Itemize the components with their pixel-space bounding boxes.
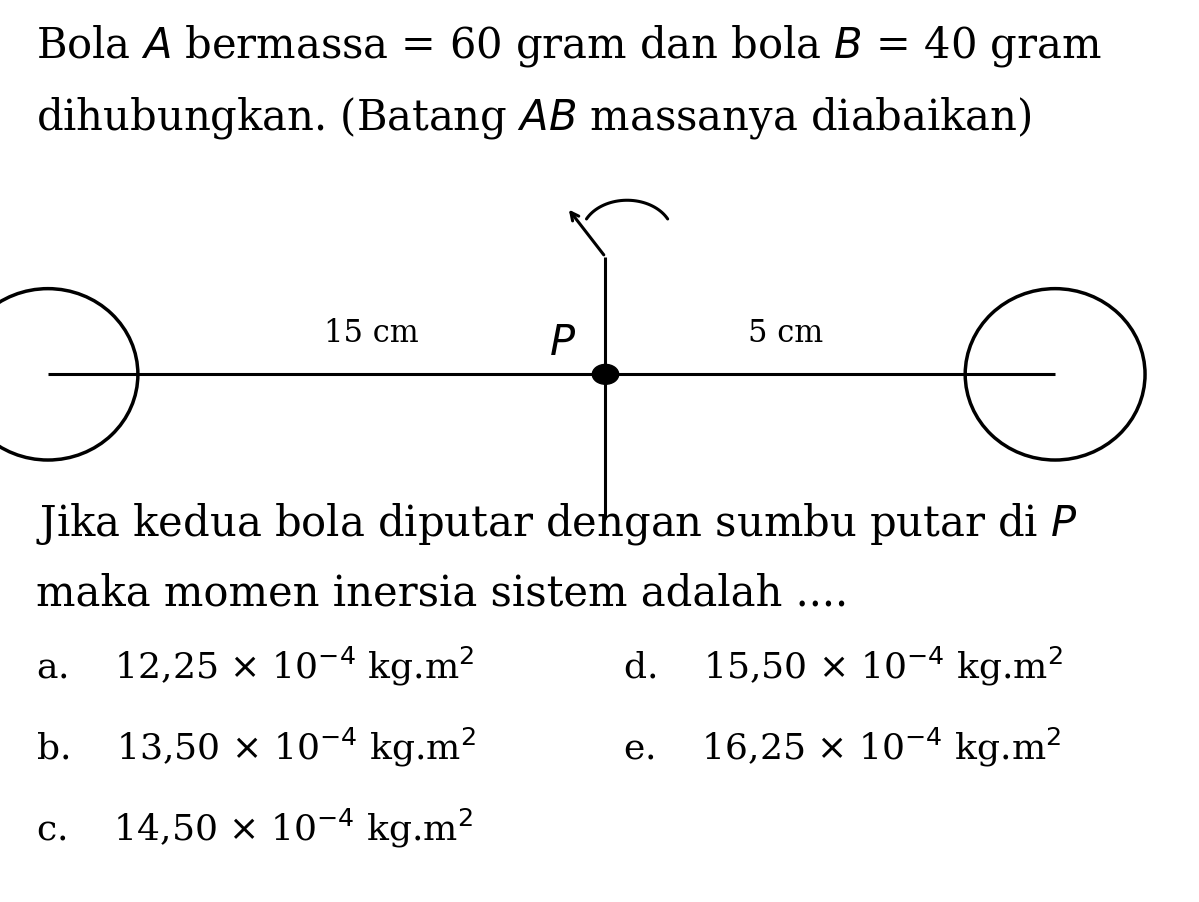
Text: b.    13,50 $\times$ 10$^{-4}$ kg.m$^{2}$: b. 13,50 $\times$ 10$^{-4}$ kg.m$^{2}$ (36, 726, 476, 769)
Text: 5 cm: 5 cm (748, 318, 823, 349)
Text: 15 cm: 15 cm (324, 318, 420, 349)
Text: maka momen inersia sistem adalah ....: maka momen inersia sistem adalah .... (36, 573, 848, 615)
Text: Bola $A$ bermassa = 60 gram dan bola $B$ = 40 gram: Bola $A$ bermassa = 60 gram dan bola $B$… (36, 23, 1102, 69)
Text: dihubungkan. (Batang $AB$ massanya diabaikan): dihubungkan. (Batang $AB$ massanya diaba… (36, 95, 1031, 141)
Text: Jika kedua bola diputar dengan sumbu putar di $P$: Jika kedua bola diputar dengan sumbu put… (36, 501, 1078, 547)
Text: e.    16,25 $\times$ 10$^{-4}$ kg.m$^{2}$: e. 16,25 $\times$ 10$^{-4}$ kg.m$^{2}$ (623, 726, 1062, 769)
Text: a.    12,25 $\times$ 10$^{-4}$ kg.m$^{2}$: a. 12,25 $\times$ 10$^{-4}$ kg.m$^{2}$ (36, 645, 475, 688)
Text: d.    15,50 $\times$ 10$^{-4}$ kg.m$^{2}$: d. 15,50 $\times$ 10$^{-4}$ kg.m$^{2}$ (623, 645, 1064, 688)
Text: c.    14,50 $\times$ 10$^{-4}$ kg.m$^{2}$: c. 14,50 $\times$ 10$^{-4}$ kg.m$^{2}$ (36, 807, 474, 851)
Text: $P$: $P$ (548, 321, 576, 364)
Circle shape (592, 364, 619, 384)
